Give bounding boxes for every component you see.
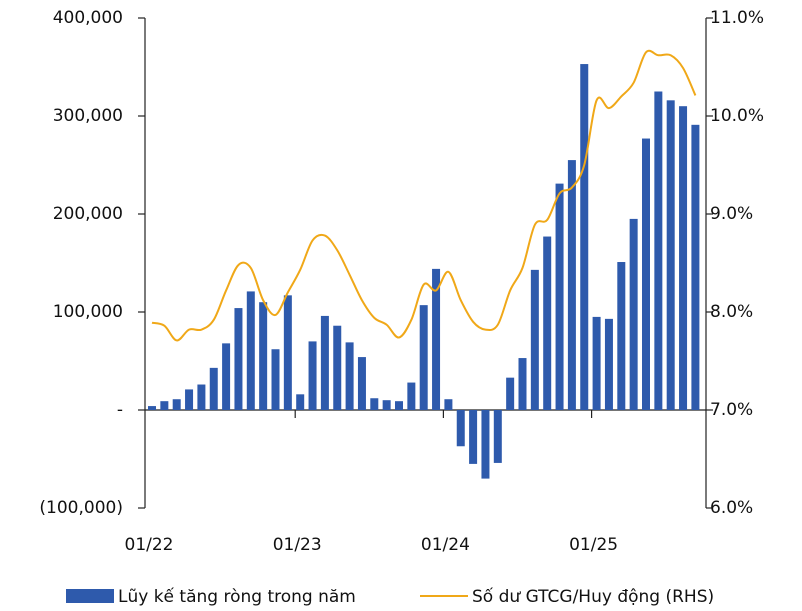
bar — [654, 91, 663, 410]
bar — [555, 183, 564, 410]
bar — [197, 384, 206, 410]
bar — [382, 400, 391, 410]
bar — [395, 401, 403, 410]
bar — [629, 218, 638, 410]
y2-tick-label: 7.0% — [710, 400, 753, 420]
legend-label: Lũy kế tăng ròng trong năm — [118, 586, 356, 607]
legend-swatch — [66, 589, 114, 603]
x-tick-label: 01/22 — [125, 535, 174, 555]
bar — [234, 308, 243, 410]
bar — [357, 357, 366, 410]
y2-tick-label: 8.0% — [710, 302, 753, 322]
bar — [185, 389, 194, 410]
y-tick-label: 200,000 — [53, 204, 123, 224]
y2-tick-label: 11.0% — [710, 8, 764, 28]
bar — [493, 410, 502, 463]
bar — [320, 315, 329, 410]
bar — [246, 291, 255, 410]
bar — [592, 316, 601, 410]
bar — [172, 399, 181, 410]
bar — [370, 398, 379, 410]
bar — [283, 295, 292, 410]
bar — [296, 394, 305, 410]
bar — [580, 64, 589, 410]
bar — [530, 269, 539, 410]
bar — [543, 236, 552, 410]
bar — [160, 401, 169, 410]
bar — [691, 124, 700, 410]
y-tick-label: - — [117, 400, 123, 420]
y-tick-label: 300,000 — [53, 106, 123, 126]
bar — [419, 305, 428, 410]
x-tick-label: 01/25 — [569, 535, 618, 555]
bar — [444, 399, 453, 410]
line — [151, 49, 697, 342]
bar — [481, 410, 490, 479]
x-tick-label: 01/24 — [421, 535, 470, 555]
x-tick-label: 01/23 — [273, 535, 322, 555]
bar — [333, 325, 342, 410]
y-tick-label: 100,000 — [53, 302, 123, 322]
bar — [259, 302, 268, 410]
bar — [345, 342, 354, 410]
bar — [506, 377, 515, 410]
bar — [407, 382, 416, 410]
y2-tick-label: 10.0% — [710, 106, 764, 126]
bar — [209, 367, 218, 410]
bar — [666, 100, 675, 410]
y-tick-label: 400,000 — [53, 8, 123, 28]
bar — [617, 262, 626, 410]
bar — [567, 160, 576, 410]
bar — [308, 341, 317, 410]
bar — [432, 268, 441, 410]
y-tick-label: (100,000) — [39, 498, 123, 518]
bar — [469, 410, 478, 464]
y2-tick-label: 6.0% — [710, 498, 753, 518]
bar — [271, 349, 280, 410]
bar — [456, 410, 465, 447]
bar — [642, 138, 650, 411]
bar — [148, 406, 156, 410]
bar — [679, 106, 688, 410]
y2-tick-label: 9.0% — [710, 204, 753, 224]
legend-label: Số dư GTCG/Huy động (RHS) — [472, 586, 714, 607]
bar — [604, 318, 613, 410]
bar — [518, 358, 527, 410]
bar — [222, 343, 231, 410]
